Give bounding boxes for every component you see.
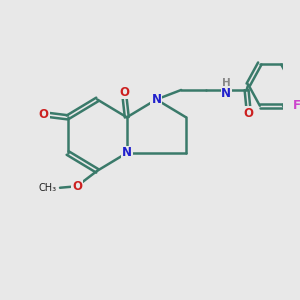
Text: CH₃: CH₃ xyxy=(38,183,57,193)
Text: F: F xyxy=(293,99,300,112)
Text: O: O xyxy=(244,106,254,120)
Text: N: N xyxy=(221,87,231,100)
Text: H: H xyxy=(222,78,231,88)
Text: N: N xyxy=(152,93,161,106)
Text: O: O xyxy=(119,85,129,98)
Text: O: O xyxy=(39,108,49,121)
Text: O: O xyxy=(72,180,82,193)
Text: N: N xyxy=(122,146,132,160)
